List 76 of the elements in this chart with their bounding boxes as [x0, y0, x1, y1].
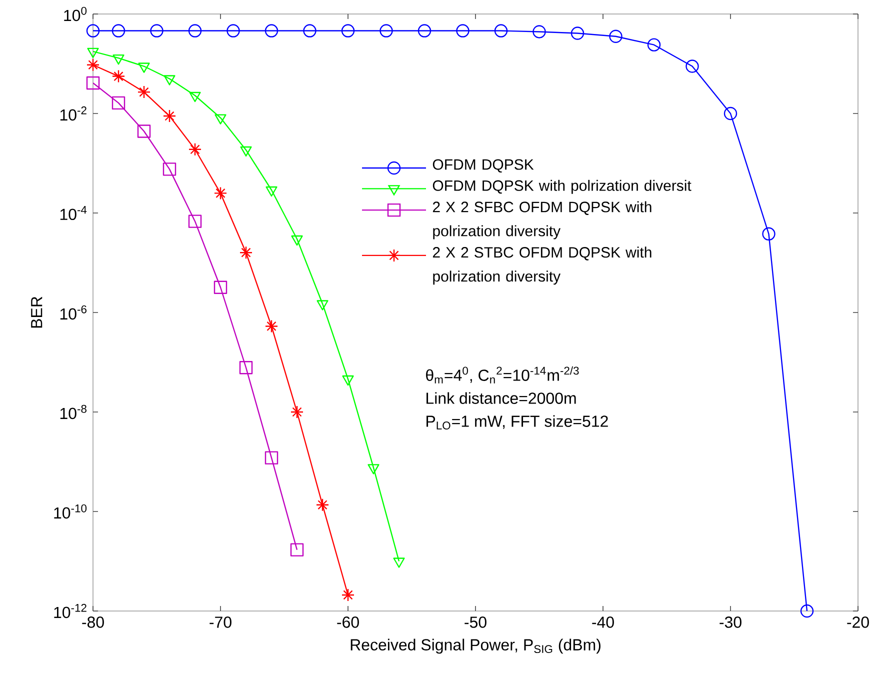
- point: [570, 26, 584, 40]
- y-tick-label: 10$^{-2}$: [60, 106, 86, 121]
- point: [290, 405, 304, 419]
- text: θ$_{m}$=4$^{0}$, C$_{n}$$^{2}$=10$^{-14}$m$^{-2/3}$: [426, 366, 579, 384]
- point: [418, 24, 432, 38]
- point: [762, 227, 776, 241]
- point: [456, 24, 470, 38]
- point: [188, 142, 202, 156]
- point: [86, 58, 100, 72]
- point: [686, 60, 699, 73]
- point: [290, 543, 304, 556]
- point: [303, 24, 316, 38]
- annotation: Link distance=2000m: [426, 392, 576, 404]
- y-axis-title: BER: [31, 296, 42, 328]
- point: [494, 24, 508, 38]
- point: [724, 106, 738, 120]
- point: [291, 235, 303, 246]
- point: [532, 25, 546, 38]
- annotation: P$_{LO}$=1 mW, FFT size=512: [426, 415, 608, 430]
- point: [86, 24, 100, 38]
- point: [189, 92, 201, 102]
- point: [138, 62, 150, 73]
- legend-label: 2 X 2 SFBC OFDM DQPSK with polrization diversity: [432, 201, 652, 240]
- point: [316, 300, 328, 310]
- point: [214, 280, 228, 294]
- point: [342, 375, 354, 386]
- point: [264, 24, 278, 38]
- point: [226, 24, 240, 38]
- legend-label: OFDM DQPSK with polrization diversit: [432, 180, 692, 194]
- point: [87, 48, 99, 58]
- point: [264, 451, 278, 464]
- x-tick-label: -40: [592, 616, 614, 628]
- x-tick-label: -50: [464, 616, 486, 628]
- point: [214, 114, 226, 124]
- x-tick-label: -30: [720, 616, 742, 628]
- point: [137, 124, 151, 138]
- y-tick-label: 10$^{-12}$: [54, 604, 86, 618]
- point: [647, 38, 661, 52]
- x-axis-title: Received Signal Power, P$_{SIG}$ (dBm): [350, 638, 600, 654]
- point: [150, 24, 164, 38]
- point: [341, 588, 355, 602]
- point: [188, 24, 202, 38]
- point: [239, 246, 253, 260]
- y-tick-label: 10$^{0}$: [64, 6, 87, 22]
- x-tick-label: -70: [210, 616, 232, 628]
- point: [112, 24, 126, 38]
- point: [137, 85, 151, 99]
- point: [341, 24, 355, 38]
- point: [240, 146, 252, 157]
- point: [609, 30, 622, 43]
- point: [264, 320, 278, 333]
- y-tick-label: 10$^{-8}$: [60, 404, 86, 420]
- point: [162, 162, 176, 176]
- point: [112, 96, 126, 110]
- point: [164, 75, 176, 86]
- point: [800, 604, 814, 618]
- legend-label: 2 X 2 STBC OFDM DQPSK with polrization diversity: [432, 246, 652, 285]
- point: [380, 24, 393, 38]
- y-tick-label: 10$^{-6}$: [60, 305, 86, 320]
- point: [393, 558, 405, 568]
- x-tick-label: -60: [337, 616, 359, 628]
- y-tick-label: 10$^{-10}$: [54, 504, 87, 519]
- y-tick-label: 10$^{-4}$: [60, 206, 87, 220]
- x-tick-label: -20: [847, 616, 869, 628]
- point: [112, 54, 124, 65]
- point: [316, 498, 330, 512]
- legend-label: OFDM DQPSK: [432, 159, 534, 172]
- point: [112, 70, 126, 83]
- point: [239, 361, 253, 374]
- point: [368, 464, 380, 474]
- x-tick-label: -80: [82, 616, 104, 628]
- point: [214, 186, 228, 200]
- point: [266, 186, 278, 197]
- point: [86, 76, 100, 90]
- point: [188, 214, 202, 228]
- point: [162, 109, 176, 123]
